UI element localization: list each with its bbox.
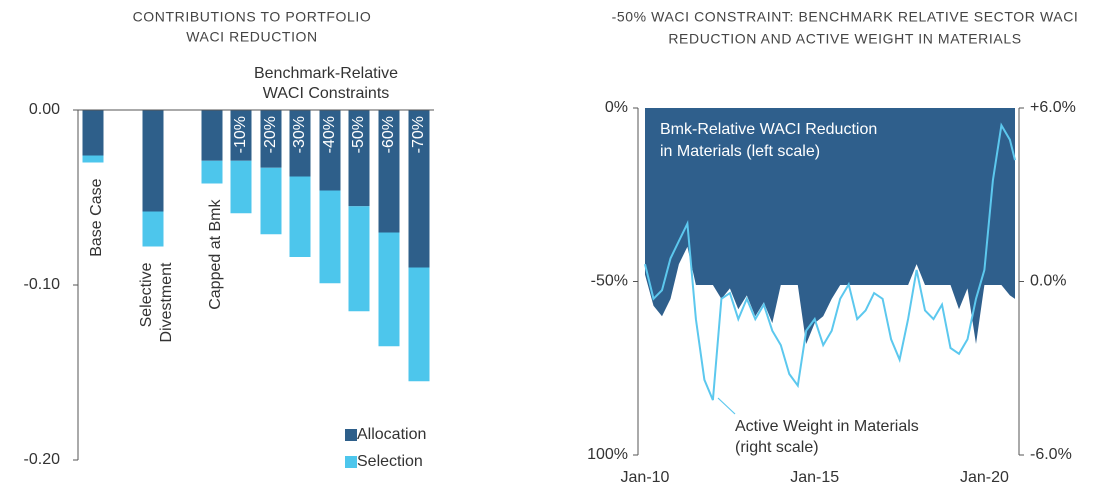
bar-segment (289, 176, 311, 257)
x-tick-label: Jan-15 (790, 469, 839, 486)
bar-segment (230, 160, 252, 214)
category-label: -60% (380, 116, 397, 153)
line (644, 122, 1016, 401)
x-tick-label: Jan-10 (621, 469, 670, 486)
x-tick-label: Jan-20 (960, 469, 1009, 486)
y2-tick-label: -6.0% (1030, 446, 1072, 463)
chart-title: REDUCTION AND ACTIVE WEIGHT IN MATERIALS (668, 31, 1021, 47)
y-tick-label: 0.00 (29, 101, 60, 118)
bar-segment (142, 211, 164, 247)
y-tick-label: -0.20 (24, 451, 61, 468)
bar-segment (82, 110, 104, 156)
legend-label: Selection (357, 453, 423, 470)
bar-segment (142, 110, 164, 212)
series-label: in Materials (left scale) (660, 143, 820, 160)
y2-tick-label: 0.0% (1030, 273, 1066, 290)
legend-swatch (345, 456, 357, 468)
category-label: Capped at Bmk (207, 199, 224, 310)
chart-title: WACI REDUCTION (186, 29, 318, 45)
bar-segment (348, 206, 370, 312)
bar-segment (408, 267, 430, 382)
category-label: -40% (321, 116, 338, 153)
category-label: -50% (350, 116, 367, 153)
y2-tick-label: +6.0% (1030, 99, 1076, 116)
bar-segment (348, 110, 370, 207)
bar-segment (260, 167, 282, 235)
category-label: Divestment (158, 262, 175, 343)
category-label: -70% (410, 116, 427, 153)
bar-segment (230, 110, 252, 161)
bar-segment (289, 110, 311, 177)
category-label: -20% (262, 116, 279, 153)
chart-title: CONTRIBUTIONS TO PORTFOLIO (133, 9, 372, 25)
bar-segment (260, 110, 282, 168)
y-tick-label: 100% (587, 446, 628, 463)
bar-segment (378, 110, 400, 233)
bar-segment (319, 110, 341, 191)
y-tick-label: -50% (591, 273, 628, 290)
chart-title: -50% WACI CONSTRAINT: BENCHMARK RELATIVE… (612, 9, 1079, 25)
area (645, 108, 1015, 344)
category-label: Selective (138, 262, 155, 327)
annotation-leader (717, 397, 736, 415)
category-label: -10% (232, 116, 249, 153)
bar-segment (319, 190, 341, 284)
bar-segment (82, 155, 104, 163)
category-label: -30% (291, 116, 308, 153)
y-tick-label: 0% (605, 99, 628, 116)
bar-segment (408, 110, 430, 268)
bar-segment (378, 232, 400, 347)
category-label: Base Case (88, 178, 105, 256)
series-label: Bmk-Relative WACI Reduction (660, 121, 877, 138)
legend-swatch (345, 429, 357, 441)
annotation: WACI Constraints (263, 85, 390, 102)
series-label: Active Weight in Materials (735, 418, 919, 435)
annotation: Benchmark-Relative (254, 65, 398, 82)
bar-segment (201, 160, 223, 184)
bar-segment (201, 110, 223, 161)
y-tick-label: -0.10 (24, 276, 61, 293)
series-label: (right scale) (735, 439, 819, 456)
legend-label: Allocation (357, 426, 426, 443)
